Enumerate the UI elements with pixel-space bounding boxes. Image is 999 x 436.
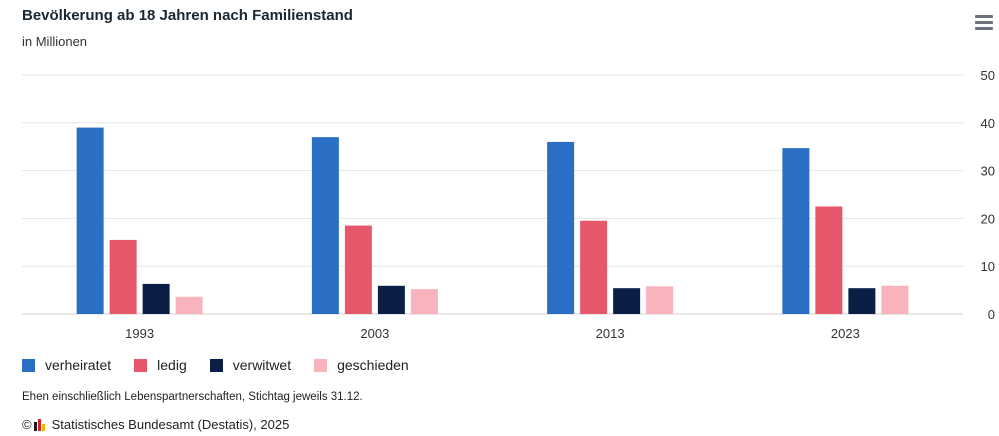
y-tick-label: 20 xyxy=(981,211,995,226)
chart-footnote: Ehen einschließlich Lebenspartnerschafte… xyxy=(22,391,363,403)
legend-item-geschieden[interactable]: geschieden xyxy=(314,357,409,373)
bar-verheiratet-1993[interactable] xyxy=(76,127,104,314)
bar-verwitwet-1993[interactable] xyxy=(142,283,170,314)
bar-geschieden-2023[interactable] xyxy=(881,285,909,314)
chart-subtitle: in Millionen xyxy=(22,34,88,49)
bar-ledig-2023[interactable] xyxy=(815,206,843,314)
y-tick-label: 30 xyxy=(981,164,995,179)
credit-text: Statistisches Bundesamt (Destatis), 2025 xyxy=(51,417,290,432)
bar-verheiratet-2023[interactable] xyxy=(782,148,810,314)
x-tick-label: 2003 xyxy=(360,326,389,341)
legend-swatch xyxy=(209,358,223,372)
y-tick-label: 10 xyxy=(981,259,995,274)
bar-verwitwet-2003[interactable] xyxy=(377,285,405,314)
bar-ledig-2003[interactable] xyxy=(344,225,372,314)
bar-geschieden-2003[interactable] xyxy=(410,289,438,314)
legend-item-verwitwet[interactable]: verwitwet xyxy=(209,357,292,373)
x-tick-label: 2013 xyxy=(596,326,625,341)
legend-label: verwitwet xyxy=(232,357,292,373)
x-tick-label: 2023 xyxy=(831,326,860,341)
x-tick-label: 1993 xyxy=(125,326,154,341)
bar-chart: 0 10 20 30 40 50 1993 2003 2013 2023 xyxy=(22,68,995,341)
legend-item-ledig[interactable]: ledig xyxy=(134,357,187,373)
bar-verwitwet-2013[interactable] xyxy=(613,288,641,314)
bar-verwitwet-2023[interactable] xyxy=(848,288,876,314)
copyright-symbol: © xyxy=(22,417,32,432)
bar-ledig-2013[interactable] xyxy=(580,220,608,314)
bar-ledig-1993[interactable] xyxy=(109,239,137,314)
chart-title: Bevölkerung ab 18 Jahren nach Familienst… xyxy=(22,7,353,24)
hamburger-menu-icon[interactable] xyxy=(975,15,993,31)
legend-label: geschieden xyxy=(337,357,409,373)
legend-swatch xyxy=(314,358,328,372)
legend-label: verheiratet xyxy=(45,357,112,373)
y-tick-label: 0 xyxy=(988,307,995,322)
legend-swatch xyxy=(22,358,35,372)
chart-legend: verheiratet ledig verwitwet geschieden xyxy=(22,357,432,373)
legend-label: ledig xyxy=(157,357,187,373)
bar-verheiratet-2003[interactable] xyxy=(311,137,339,314)
destatis-logo-icon xyxy=(33,418,48,431)
bar-geschieden-2013[interactable] xyxy=(646,286,674,314)
legend-item-verheiratet[interactable]: verheiratet xyxy=(22,357,111,373)
bar-verheiratet-2013[interactable] xyxy=(547,141,575,314)
y-tick-label: 50 xyxy=(981,68,995,83)
source-credit: © Statistisches Bundesamt (Destatis), 20… xyxy=(22,417,289,432)
legend-swatch xyxy=(134,358,148,372)
y-tick-label: 40 xyxy=(981,116,995,131)
bar-geschieden-1993[interactable] xyxy=(175,296,203,314)
